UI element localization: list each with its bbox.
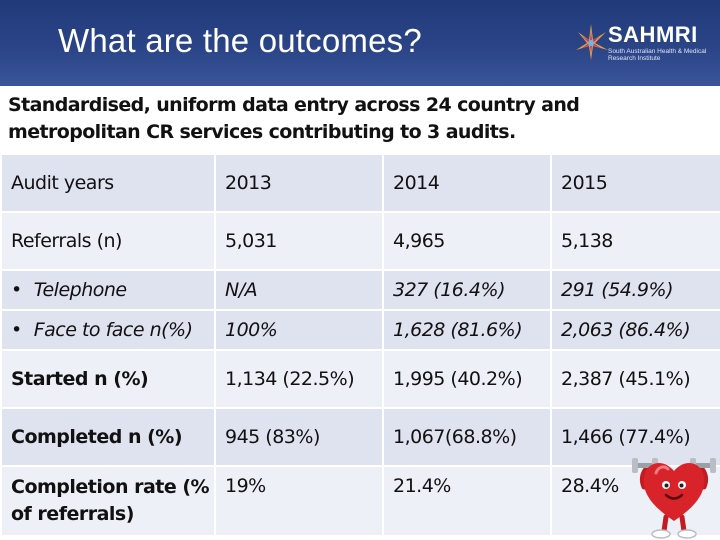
table-row: Completed n (%) 945 (83%) 1,067(68.8%) 1… — [0, 407, 720, 467]
table-cell: 5,031 — [214, 211, 384, 271]
table-cell: 945 (83%) — [214, 407, 384, 467]
row-label: Completion rate (% of referrals) — [0, 465, 216, 537]
heart-mascot-icon — [632, 458, 716, 539]
table-cell: 21.4% — [382, 465, 552, 537]
table-row: Started n (%) 1,134 (22.5%) 1,995 (40.2%… — [0, 349, 720, 409]
table-cell: 1,067(68.8%) — [382, 407, 552, 467]
row-label-text: Face to face n(%) — [33, 319, 193, 341]
table-cell: 327 (16.4%) — [382, 269, 552, 311]
audit-table: Audit years 2013 2014 2015 Referrals (n)… — [0, 153, 720, 537]
sahmri-logo-icon — [576, 24, 608, 60]
row-label: Started n (%) — [0, 349, 216, 409]
table-row: • Face to face n(%) 100% 1,628 (81.6%) 2,… — [0, 309, 720, 351]
table-cell: 2,063 (86.4%) — [550, 309, 720, 351]
header-cell: 2015 — [550, 153, 720, 213]
table-cell: 291 (54.9%) — [550, 269, 720, 311]
row-label: • Face to face n(%) — [0, 309, 216, 351]
table-cell: 2,387 (45.1%) — [550, 349, 720, 409]
table-header-row: Audit years 2013 2014 2015 — [0, 153, 720, 213]
intro-text: Standardised, uniform data entry across … — [8, 94, 580, 143]
slide-title: What are the outcomes? — [58, 22, 422, 59]
table-cell: 1,466 (77.4%) — [550, 407, 720, 467]
table-cell: 1,134 (22.5%) — [214, 349, 384, 409]
header-cell: 2013 — [214, 153, 384, 213]
table-cell: 5,138 — [550, 211, 720, 271]
header-cell: Audit years — [0, 153, 216, 213]
table-cell: N/A — [214, 269, 384, 311]
row-label: • Telephone — [0, 269, 216, 311]
bullet-icon: • — [11, 279, 22, 301]
table-row: Referrals (n) 5,031 4,965 5,138 — [0, 211, 720, 271]
table-row: • Telephone N/A 327 (16.4%) 291 (54.9%) — [0, 269, 720, 311]
header-cell: 2014 — [382, 153, 552, 213]
row-label-text: Telephone — [33, 279, 127, 301]
table-cell: 1,628 (81.6%) — [382, 309, 552, 351]
table-row: Completion rate (% of referrals) 19% 21.… — [0, 465, 720, 537]
row-label: Referrals (n) — [0, 211, 216, 271]
slide-header: What are the outcomes? SAHMRI South Aust… — [0, 0, 720, 86]
table-cell: 100% — [214, 309, 384, 351]
row-label: Completed n (%) — [0, 407, 216, 467]
table-cell: 19% — [214, 465, 384, 537]
bullet-icon: • — [11, 319, 22, 341]
sahmri-logo: SAHMRI South Australian Health & Medical… — [572, 18, 712, 68]
logo-subtitle: South Australian Health & Medical Resear… — [608, 48, 707, 62]
logo-name: SAHMRI — [608, 22, 698, 47]
table-cell: 4,965 — [382, 211, 552, 271]
table-cell: 1,995 (40.2%) — [382, 349, 552, 409]
